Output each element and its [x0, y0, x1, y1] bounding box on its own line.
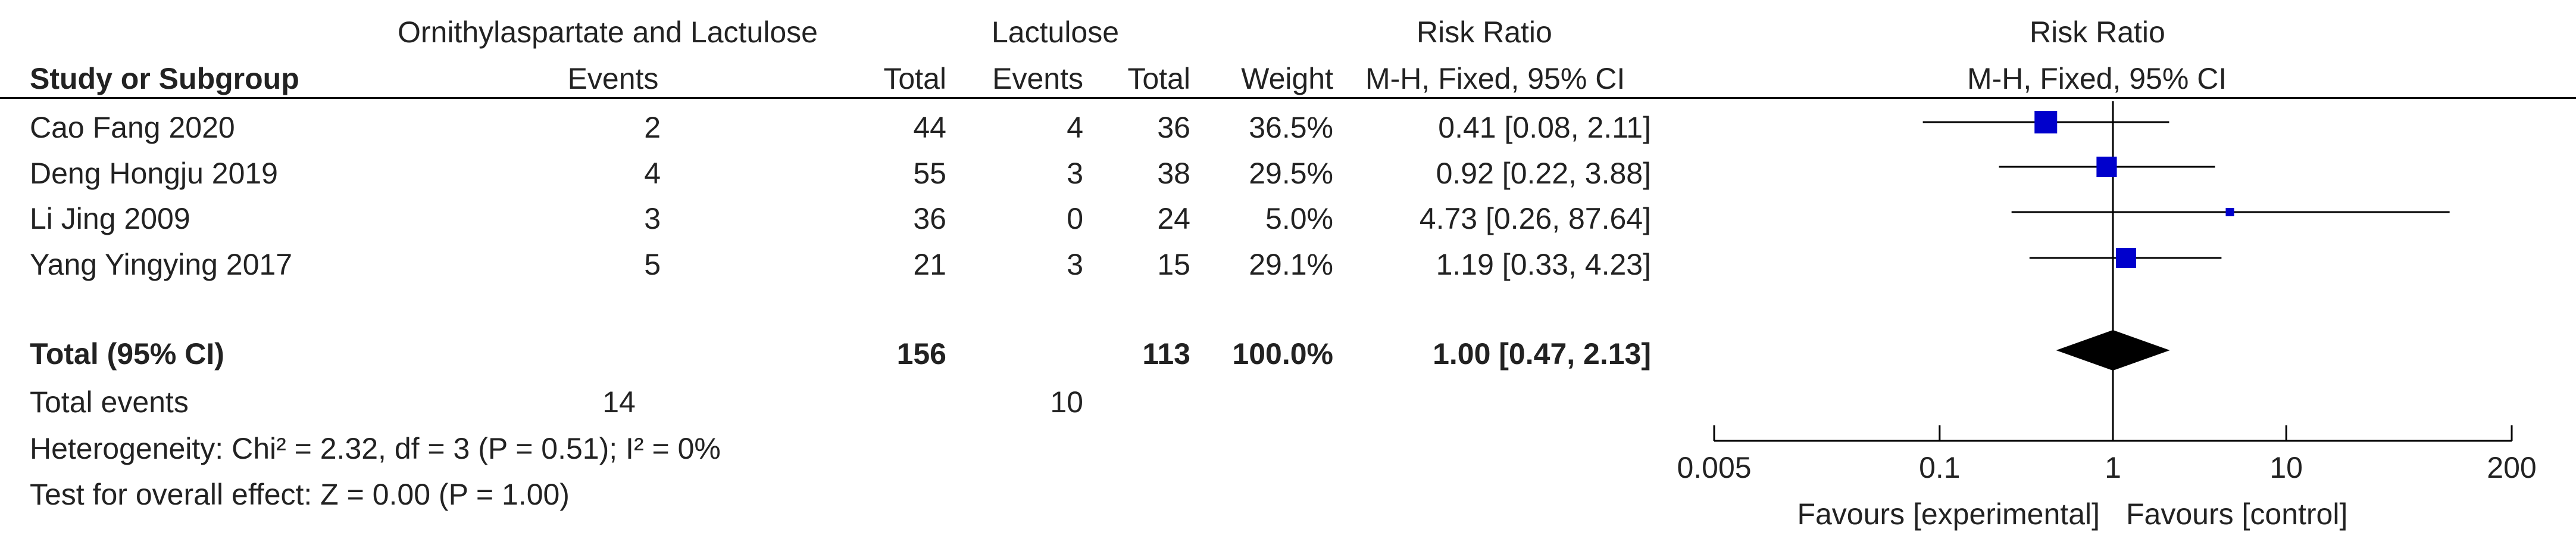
x-tick-label: 200 [2487, 451, 2536, 484]
pooled-diamond [2056, 330, 2170, 371]
total-risk-ratio-ci: 1.00 [0.47, 2.13] [1433, 337, 1651, 371]
total-control: 24 [1157, 202, 1190, 235]
study-marker [2225, 207, 2234, 217]
weight: 5.0% [1265, 202, 1333, 235]
x-tick-label: 1 [2105, 451, 2121, 484]
col-total-control-header: Total [1127, 62, 1190, 95]
total-experimental: 36 [913, 202, 946, 235]
col-study-header: Study or Subgroup [30, 62, 299, 95]
total-control: 36 [1157, 111, 1190, 144]
total-experimental: 55 [913, 157, 946, 190]
x-tick-label: 0.1 [1919, 451, 1961, 484]
events-experimental: 3 [644, 202, 661, 235]
study-name: Deng Hongju 2019 [30, 157, 278, 190]
risk-ratio-ci: 4.73 [0.26, 87.64] [1419, 202, 1651, 235]
events-experimental: 2 [644, 111, 661, 144]
events-control: 3 [1067, 157, 1083, 190]
events-experimental: 4 [644, 157, 661, 190]
study-name: Yang Yingying 2017 [30, 248, 293, 281]
heterogeneity-text: Heterogeneity: Chi² = 2.32, df = 3 (P = … [30, 432, 721, 465]
risk-ratio-ci: 1.19 [0.33, 4.23] [1436, 248, 1651, 281]
total-control: 38 [1157, 157, 1190, 190]
study-marker [2096, 156, 2117, 178]
header-divider [0, 97, 2576, 99]
study-name: Cao Fang 2020 [30, 111, 235, 144]
plot-method-header: M-H, Fixed, 95% CI [1967, 62, 2227, 95]
study-name: Li Jing 2009 [30, 202, 190, 235]
col-events-control-header: Events [992, 62, 1083, 95]
total-experimental: 21 [913, 248, 946, 281]
total-weight: 100.0% [1232, 337, 1333, 371]
col-weight-header: Weight [1241, 62, 1333, 95]
total-control: 113 [1142, 337, 1190, 371]
risk-ratio-ci: 0.92 [0.22, 3.88] [1436, 157, 1651, 190]
total-events-experimental: 14 [602, 385, 636, 419]
overall-effect-text: Test for overall effect: Z = 0.00 (P = 1… [30, 478, 570, 511]
total-experimental: 44 [913, 111, 946, 144]
group-experimental-header: Ornithylaspartate and Lactulose [398, 15, 818, 49]
events-experimental: 5 [644, 248, 661, 281]
weight: 29.5% [1249, 157, 1333, 190]
total-experimental: 156 [896, 337, 946, 371]
x-tick-label: 0.005 [1677, 451, 1751, 484]
weight: 29.1% [1249, 248, 1333, 281]
events-control: 0 [1067, 202, 1083, 235]
study-marker [2034, 111, 2058, 133]
risk-ratio-ci: 0.41 [0.08, 2.11] [1438, 111, 1651, 144]
col-events-experimental-header: Events [567, 62, 659, 95]
favours-left-label: Favours [experimental] [1797, 497, 2100, 531]
col-total-experimental-header: Total [883, 62, 946, 95]
rr-column-title: Risk Ratio [1417, 15, 1552, 49]
col-method-header: M-H, Fixed, 95% CI [1365, 62, 1625, 95]
total-events-label: Total events [30, 385, 189, 419]
total-label: Total (95% CI) [30, 337, 224, 371]
x-tick-label: 10 [2269, 451, 2303, 484]
weight: 36.5% [1249, 111, 1333, 144]
total-control: 15 [1157, 248, 1190, 281]
events-control: 4 [1067, 111, 1083, 144]
favours-right-label: Favours [control] [2126, 497, 2347, 531]
events-control: 3 [1067, 248, 1083, 281]
group-control-header: Lactulose [992, 15, 1120, 49]
plot-title: Risk Ratio [2030, 15, 2165, 49]
study-marker [2116, 248, 2136, 268]
total-events-control: 10 [1050, 385, 1083, 419]
